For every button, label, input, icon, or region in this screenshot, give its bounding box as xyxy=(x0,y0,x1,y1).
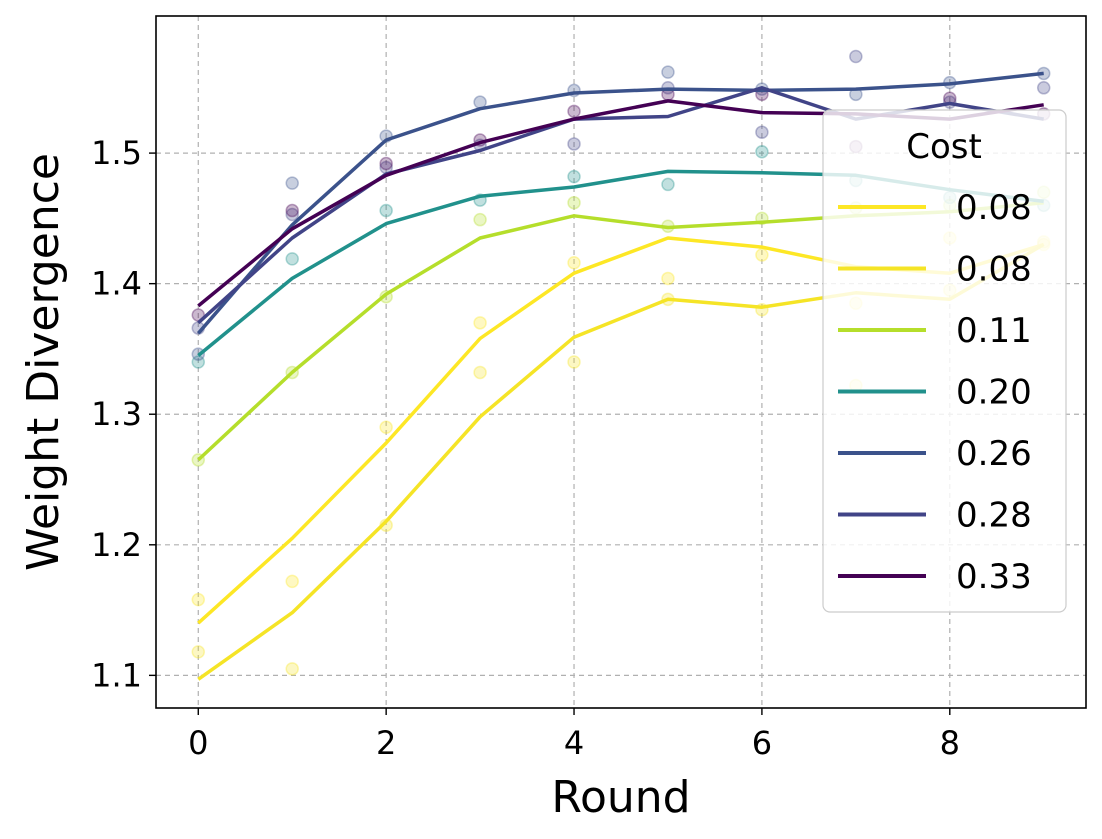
scatter-point-0-0 xyxy=(191,592,206,607)
scatter-point-1-3 xyxy=(473,365,487,380)
legend-title: Cost xyxy=(906,127,982,167)
scatter-point-0-1 xyxy=(285,574,299,589)
x-axis-label: Round xyxy=(551,772,690,823)
scatter-point-1-1 xyxy=(285,662,299,676)
y-tick-label: 1.1 xyxy=(91,656,142,694)
y-axis-label: Weight Divergence xyxy=(18,153,69,571)
scatter-point-1-0 xyxy=(191,645,206,659)
legend-label-3: 0.20 xyxy=(956,373,1032,413)
scatter-point-4-5 xyxy=(661,65,675,79)
scatter-point-3-4 xyxy=(567,169,581,184)
scatter-point-4-1 xyxy=(285,176,299,190)
legend-label-1: 0.08 xyxy=(956,250,1032,290)
scatter-point-3-5 xyxy=(661,177,675,192)
scatter-point-6-4 xyxy=(567,104,581,119)
legend-items: 0.08 0.08 0.11 0.20 0.26 0.28 0.33 xyxy=(838,188,1032,597)
scatter-point-0-6 xyxy=(755,248,769,262)
scatter-point-5-4 xyxy=(567,137,581,151)
y-axis-ticks: 1.1 1.2 1.3 1.4 1.5 xyxy=(91,134,156,694)
scatter-point-5-1 xyxy=(285,207,299,222)
legend-label-6: 0.33 xyxy=(956,557,1032,597)
scatter-point-0-3 xyxy=(473,316,487,330)
scatter-point-0-2 xyxy=(379,420,393,435)
x-tick-label: 0 xyxy=(188,724,208,762)
scatter-point-5-9 xyxy=(1036,81,1051,95)
legend-box xyxy=(822,109,1067,613)
scatter-point-5-7 xyxy=(849,49,863,64)
legend-label-2: 0.11 xyxy=(956,311,1032,351)
scatter-point-3-6 xyxy=(755,145,769,159)
scatter-point-1-4 xyxy=(567,355,581,369)
y-tick-label: 1.2 xyxy=(91,526,142,564)
scatter-point-6-2 xyxy=(379,156,393,171)
legend-label-5: 0.28 xyxy=(956,496,1032,536)
y-tick-label: 1.5 xyxy=(91,134,142,172)
scatter-point-2-3 xyxy=(473,212,487,227)
scatter-point-5-6 xyxy=(755,125,769,139)
scatter-point-0-4 xyxy=(567,256,581,270)
series-line-4 xyxy=(196,71,1044,335)
scatter-point-3-2 xyxy=(379,203,393,218)
scatter-point-0-5 xyxy=(661,271,675,286)
scatter-point-3-1 xyxy=(285,252,299,266)
plot-frame xyxy=(155,15,1087,709)
scatter-point-6-1 xyxy=(285,203,299,218)
y-tick-label: 1.3 xyxy=(91,395,142,433)
scatter-point-3-0 xyxy=(191,355,206,369)
legend: Cost 0.08 0.08 0.11 0.20 0.26 0.28 0.33 xyxy=(822,109,1067,613)
x-tick-label: 8 xyxy=(940,724,960,762)
legend-label-4: 0.26 xyxy=(956,434,1032,474)
x-tick-label: 6 xyxy=(752,724,772,762)
legend-label-0: 0.08 xyxy=(956,188,1032,228)
x-axis-ticks: 0 2 4 6 8 xyxy=(188,708,960,762)
y-tick-label: 1.4 xyxy=(91,265,142,303)
scatter-point-2-4 xyxy=(567,195,581,210)
x-tick-label: 4 xyxy=(564,724,584,762)
x-tick-label: 2 xyxy=(376,724,396,762)
